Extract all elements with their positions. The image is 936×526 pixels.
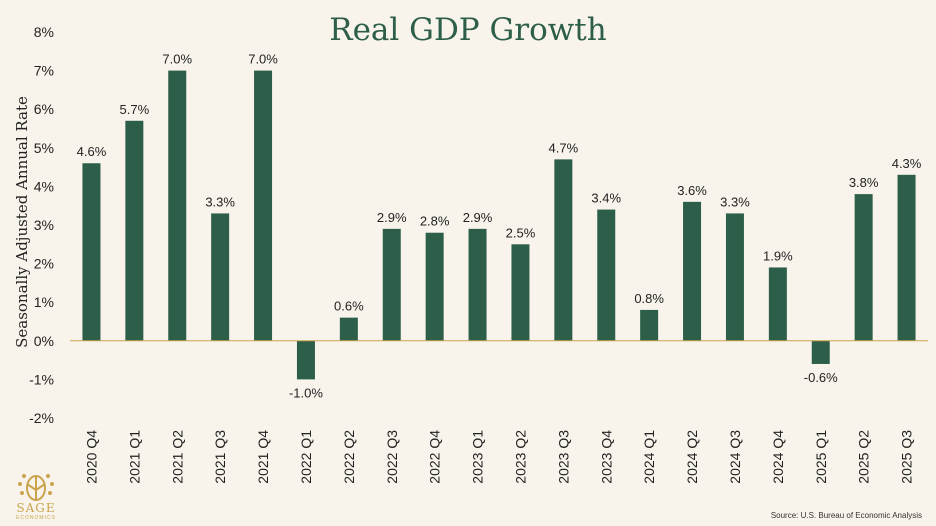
y-tick-label: 2% xyxy=(34,256,54,272)
bar xyxy=(554,159,573,341)
bar xyxy=(640,309,659,341)
bar xyxy=(168,70,187,341)
data-label: -1.0% xyxy=(289,385,323,400)
x-tick-label: 2023 Q2 xyxy=(512,430,528,484)
y-tick-label: 0% xyxy=(34,333,54,349)
data-label: 1.9% xyxy=(763,248,793,263)
chart-title: Real GDP Growth xyxy=(329,12,607,48)
x-tick-label: 2021 Q1 xyxy=(126,430,142,484)
data-label: -0.6% xyxy=(804,370,838,385)
x-tick-label: 2023 Q1 xyxy=(470,430,486,484)
bar xyxy=(254,70,273,341)
bar xyxy=(125,120,144,341)
y-tick-label: 7% xyxy=(34,63,54,79)
x-tick-label: 2025 Q2 xyxy=(856,430,872,484)
x-tick-label: 2021 Q4 xyxy=(255,430,271,484)
bar xyxy=(211,213,230,341)
data-label: 2.9% xyxy=(377,210,407,225)
x-tick-label: 2025 Q1 xyxy=(813,430,829,484)
bar xyxy=(811,340,830,364)
x-tick-label: 2024 Q4 xyxy=(770,430,786,484)
data-label: 7.0% xyxy=(162,52,192,67)
bar xyxy=(296,340,315,380)
data-label: 4.7% xyxy=(549,140,579,155)
x-tick-label: 2021 Q3 xyxy=(212,430,228,484)
leaf-icon xyxy=(18,474,54,501)
data-label: 0.8% xyxy=(634,291,664,306)
x-tick-label: 2022 Q4 xyxy=(427,430,443,484)
bar xyxy=(382,228,401,341)
y-tick-label: 6% xyxy=(34,101,54,117)
bar xyxy=(597,209,616,341)
bar xyxy=(854,194,873,341)
y-tick-label: -2% xyxy=(29,410,54,426)
x-tick-label: 2022 Q1 xyxy=(298,430,314,484)
y-tick-label: -1% xyxy=(29,371,54,387)
bar xyxy=(468,228,487,341)
bar xyxy=(897,174,916,341)
bar xyxy=(82,163,101,341)
data-label: 2.9% xyxy=(463,210,493,225)
y-tick-label: 1% xyxy=(34,294,54,310)
data-label: 3.8% xyxy=(849,175,879,190)
y-tick-label: 5% xyxy=(34,140,54,156)
y-tick-label: 8% xyxy=(34,24,54,40)
bar xyxy=(339,317,358,341)
x-tick-label: 2022 Q2 xyxy=(341,430,357,484)
y-tick-label: 4% xyxy=(34,178,54,194)
bar xyxy=(683,201,702,341)
x-tick-label: 2020 Q4 xyxy=(83,430,99,484)
x-tick-label: 2023 Q4 xyxy=(598,430,614,484)
x-tick-label: 2025 Q3 xyxy=(899,430,915,484)
logo-wordmark: SAGE xyxy=(16,501,56,515)
data-label: 0.6% xyxy=(334,299,364,314)
logo-subtitle: ECONOMICS xyxy=(16,515,56,521)
source-note: Source: U.S. Bureau of Economic Analysis xyxy=(770,511,922,520)
y-tick-label: 3% xyxy=(34,217,54,233)
sage-logo: SAGE ECONOMICS xyxy=(6,470,66,526)
x-tick-label: 2023 Q3 xyxy=(555,430,571,484)
x-tick-label: 2024 Q1 xyxy=(641,430,657,484)
bar xyxy=(511,244,530,341)
x-tick-label: 2024 Q2 xyxy=(684,430,700,484)
data-label: 4.6% xyxy=(77,144,107,159)
data-label: 2.8% xyxy=(420,214,450,229)
data-label: 7.0% xyxy=(248,52,278,67)
bar xyxy=(425,232,444,341)
data-label: 3.4% xyxy=(591,191,621,206)
data-label: 3.3% xyxy=(720,194,750,209)
x-tick-label: 2021 Q2 xyxy=(169,430,185,484)
x-tick-label: 2024 Q3 xyxy=(727,430,743,484)
x-tick-label: 2022 Q3 xyxy=(384,430,400,484)
data-label: 3.6% xyxy=(677,183,707,198)
bar xyxy=(768,267,787,341)
data-label: 5.7% xyxy=(120,102,150,117)
bar xyxy=(725,213,744,341)
data-label: 4.3% xyxy=(892,156,922,171)
data-label: 2.5% xyxy=(506,225,536,240)
data-label: 3.3% xyxy=(205,194,235,209)
